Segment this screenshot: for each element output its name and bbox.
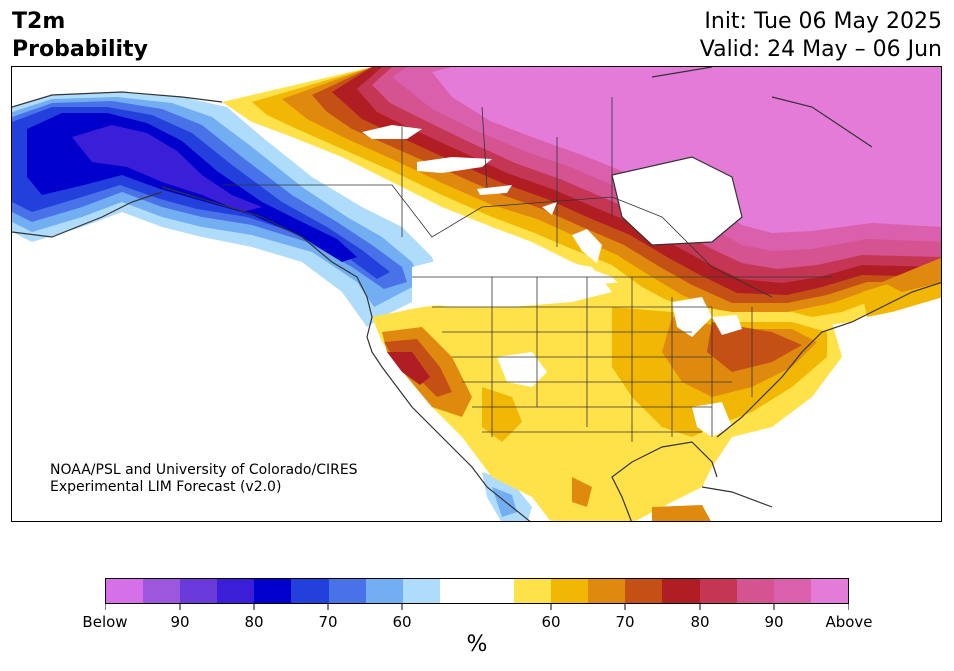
coastlines — [12, 67, 941, 521]
colorbar-segment — [402, 579, 440, 603]
political-boundaries — [222, 97, 832, 442]
credit-line-2: Experimental LIM Forecast (v2.0) — [50, 479, 282, 495]
lakes — [362, 125, 742, 337]
title-line-1: T2m — [12, 9, 66, 34]
colorbar-tick-label: Below — [82, 613, 128, 631]
colorbar-segment — [514, 579, 552, 603]
colorbar-segment — [143, 579, 181, 603]
colorbar-segment — [588, 579, 626, 603]
forecast-dates: Init: Tue 06 May 2025 Valid: 24 May – 06… — [700, 8, 942, 64]
init-date: Init: Tue 06 May 2025 — [704, 9, 942, 34]
colorbar-tick-label: 60 — [541, 613, 561, 631]
colorbar-segment — [476, 579, 515, 603]
colorbar-segment — [291, 579, 329, 603]
colorbar — [105, 578, 849, 604]
colorbar-segment — [439, 579, 477, 603]
map-panel: NOAA/PSL and University of Colorado/CIRE… — [11, 66, 942, 522]
colorbar-segment — [180, 579, 218, 603]
colorbar-tick-label: 80 — [690, 613, 710, 631]
colorbar-unit: % — [466, 632, 488, 657]
valid-range: Valid: 24 May – 06 Jun — [699, 37, 942, 62]
map-title: T2m Probability — [12, 8, 148, 64]
colorbar-tick-label: Above — [825, 613, 873, 631]
colorbar-tick-label: 70 — [318, 613, 338, 631]
credit-line-1: NOAA/PSL and University of Colorado/CIRE… — [50, 462, 358, 478]
colorbar-segment — [217, 579, 255, 603]
title-line-2: Probability — [12, 37, 148, 62]
probability-map — [12, 67, 941, 521]
colorbar-ticks — [105, 604, 849, 610]
colorbar-tick-label: 70 — [615, 613, 635, 631]
credit-text: NOAA/PSL and University of Colorado/CIRE… — [50, 462, 358, 496]
below-normal-region — [12, 92, 532, 521]
colorbar-segment — [625, 579, 663, 603]
colorbar-segment — [810, 579, 848, 603]
colorbar-tick-label: 80 — [244, 613, 264, 631]
colorbar-tick-label: 90 — [170, 613, 190, 631]
colorbar-segment — [106, 579, 144, 603]
colorbar-segment — [254, 579, 292, 603]
colorbar-segment — [365, 579, 403, 603]
colorbar-tick-label: 90 — [764, 613, 784, 631]
colorbar-segment — [328, 579, 366, 603]
colorbar-segment — [736, 579, 774, 603]
colorbar-segment — [699, 579, 737, 603]
colorbar-tick-label: 60 — [392, 613, 412, 631]
colorbar-segment — [773, 579, 811, 603]
colorbar-segment — [662, 579, 700, 603]
colorbar-segment — [551, 579, 589, 603]
